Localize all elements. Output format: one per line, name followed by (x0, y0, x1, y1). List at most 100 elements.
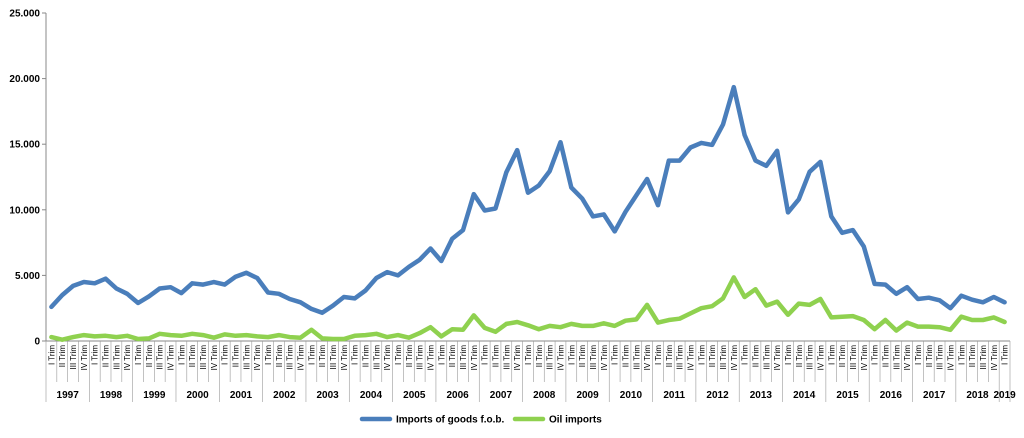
quarter-tick-label: I Trim (351, 345, 360, 365)
year-label: 2018 (966, 390, 989, 401)
quarter-tick-label: III Trim (199, 345, 208, 370)
quarter-tick-label: III Trim (589, 345, 598, 370)
quarter-tick-label: II Trim (232, 345, 241, 368)
quarter-tick-label: I Trim (914, 345, 923, 365)
y-axis: 0 5.000 10.000 15.000 20.000 25.000 (9, 9, 47, 348)
quarter-tick-label: I Trim (871, 345, 880, 365)
series-lines (49, 84, 1007, 342)
quarter-tick-label: I Trim (264, 345, 273, 365)
year-label: 2002 (273, 390, 296, 401)
quarter-tick-label: II Trim (881, 345, 890, 368)
quarter-tick-label: II Trim (275, 345, 284, 368)
year-label: 2006 (446, 390, 469, 401)
quarter-tick-label: I Trim (697, 345, 706, 365)
year-label: 2003 (316, 390, 339, 401)
quarter-tick-label: IV Trim (773, 345, 782, 371)
quarter-tick-label: I Trim (1001, 345, 1010, 365)
quarter-tick-label: III Trim (329, 345, 338, 370)
legend-imports-label: Imports of goods f.o.b. (396, 415, 505, 426)
year-label: 2010 (620, 390, 643, 401)
y-tick-label: 20.000 (9, 74, 40, 85)
quarter-tick-label: III Trim (632, 345, 641, 370)
quarter-tick-label: II Trim (838, 345, 847, 368)
quarter-tick-label: II Trim (578, 345, 587, 368)
quarter-tick-label: IV Trim (383, 345, 392, 371)
quarter-tick-label: II Trim (968, 345, 977, 368)
quarter-tick-label: III Trim (806, 345, 815, 370)
quarter-tick-label: II Trim (708, 345, 717, 368)
quarter-tick-label: IV Trim (340, 345, 349, 371)
quarter-tick-label: IV Trim (730, 345, 739, 371)
quarter-tick-label: II Trim (405, 345, 414, 368)
quarter-tick-label: I Trim (134, 345, 143, 365)
quarter-tick-label: IV Trim (123, 345, 132, 371)
quarter-tick-label: IV Trim (297, 345, 306, 371)
quarter-tick-label: IV Trim (80, 345, 89, 371)
quarter-tick-label: IV Trim (816, 345, 825, 371)
quarter-tick-label: II Trim (492, 345, 501, 368)
quarter-tick-label: III Trim (69, 345, 78, 370)
quarter-tick-label: III Trim (762, 345, 771, 370)
year-label: 1997 (57, 390, 80, 401)
quarter-tick-label: I Trim (221, 345, 230, 365)
y-tick-label: 10.000 (9, 205, 40, 216)
quarter-tick-label: IV Trim (860, 345, 869, 371)
quarter-tick-label: II Trim (925, 345, 934, 368)
y-tick-label: 25.000 (9, 9, 40, 20)
quarter-tick-label: IV Trim (167, 345, 176, 371)
quarter-tick-label: III Trim (849, 345, 858, 370)
quarter-tick-label: II Trim (318, 345, 327, 368)
quarter-tick-label: III Trim (719, 345, 728, 370)
quarter-tick-label: III Trim (502, 345, 511, 370)
year-label: 2001 (230, 390, 253, 401)
quarter-tick-label: II Trim (102, 345, 111, 368)
year-label: 2013 (750, 390, 773, 401)
year-label: 2004 (360, 390, 383, 401)
legend-oil-imports-label: Oil imports (549, 415, 602, 426)
quarter-tick-label: II Trim (188, 345, 197, 368)
year-label: 2005 (403, 390, 426, 401)
year-label: 2007 (490, 390, 513, 401)
quarter-tick-label: I Trim (177, 345, 186, 365)
quarter-tick-label: II Trim (621, 345, 630, 368)
quarter-tick-label: IV Trim (600, 345, 609, 371)
quarter-tick-label: I Trim (481, 345, 490, 365)
quarter-tick-label: III Trim (242, 345, 251, 370)
quarter-tick-label: II Trim (535, 345, 544, 368)
quarter-tick-label: IV Trim (210, 345, 219, 371)
year-label: 2016 (880, 390, 903, 401)
quarter-tick-label: IV Trim (253, 345, 262, 371)
series-line-oil-imports (49, 275, 1007, 342)
quarter-tick-label: II Trim (665, 345, 674, 368)
year-label: 2015 (836, 390, 859, 401)
quarter-tick-label: I Trim (91, 345, 100, 365)
year-label: 2008 (533, 390, 556, 401)
quarter-tick-label: I Trim (957, 345, 966, 365)
quarter-tick-label: IV Trim (686, 345, 695, 371)
legend: Imports of goods f.o.b. Oil imports (359, 415, 602, 426)
quarter-tick-label: IV Trim (470, 345, 479, 371)
quarter-tick-label: III Trim (286, 345, 295, 370)
year-label: 2011 (663, 390, 685, 401)
quarter-tick-label: I Trim (307, 345, 316, 365)
y-tick-label: 5.000 (15, 271, 40, 282)
quarter-tick-label: I Trim (611, 345, 620, 365)
quarter-tick-label: I Trim (524, 345, 533, 365)
quarter-tick-label: III Trim (676, 345, 685, 370)
quarter-tick-label: IV Trim (513, 345, 522, 371)
series-line-imports (49, 84, 1007, 316)
quarter-tick-label: III Trim (892, 345, 901, 370)
y-tick-label: 0 (34, 337, 40, 348)
quarter-tick-label: I Trim (437, 345, 446, 365)
year-label: 2019 (993, 390, 1016, 401)
quarter-tick-label: IV Trim (643, 345, 652, 371)
quarter-tick-label: III Trim (546, 345, 555, 370)
quarter-tick-label: IV Trim (903, 345, 912, 371)
year-label: 2012 (706, 390, 729, 401)
quarter-tick-label: IV Trim (556, 345, 565, 371)
quarter-tick-label: I Trim (654, 345, 663, 365)
quarter-tick-label: II Trim (58, 345, 67, 368)
quarter-tick-label: III Trim (372, 345, 381, 370)
quarter-tick-label: I Trim (827, 345, 836, 365)
